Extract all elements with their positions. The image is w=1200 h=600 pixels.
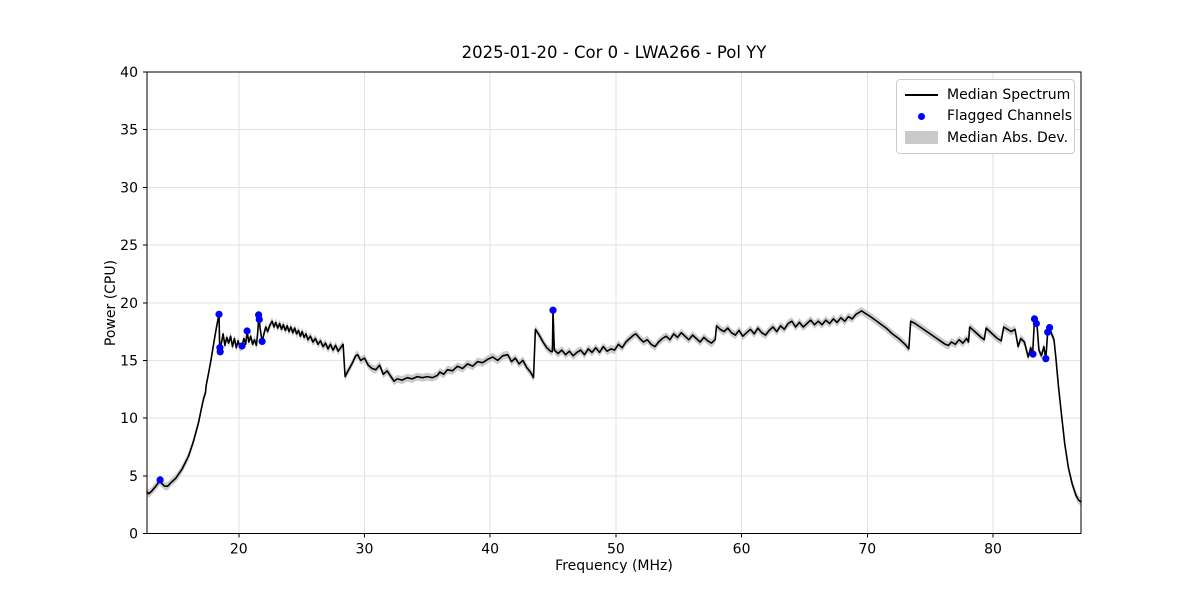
flagged-channel-dot — [243, 327, 251, 335]
x-tick-label: 30 — [356, 542, 374, 558]
flagged-channel-dot — [1029, 350, 1037, 358]
legend-patch-sample-icon — [905, 131, 938, 145]
flagged-channel-dot — [156, 476, 164, 484]
y-tick-label: 0 — [129, 527, 138, 543]
median-spectrum-line — [146, 309, 1082, 503]
x-tick-label: 60 — [733, 542, 751, 558]
flagged-channels — [156, 306, 1054, 484]
legend-label-median-spectrum: Median Spectrum — [947, 86, 1071, 103]
y-tick-label: 25 — [120, 238, 138, 254]
legend-line-sample-icon — [905, 93, 938, 96]
legend-row-median-abs-dev: Median Abs. Dev. — [905, 127, 1069, 149]
flagged-channel-dot — [258, 337, 266, 345]
y-tick-label: 35 — [120, 123, 138, 139]
x-tick-label: 80 — [984, 542, 1002, 558]
chart-title: 2025-01-20 - Cor 0 - LWA266 - Pol YY — [461, 43, 767, 62]
flagged-channel-dot — [255, 315, 263, 324]
tick-marks — [143, 71, 994, 538]
x-axis-label: Frequency (MHz) — [555, 558, 673, 574]
flagged-channel-dot — [1042, 355, 1050, 363]
legend-label-median-abs-dev: Median Abs. Dev. — [947, 129, 1069, 146]
flagged-channel-dot — [215, 310, 223, 318]
y-tick-label: 5 — [129, 469, 138, 485]
flagged-channel-dot — [238, 342, 246, 350]
x-tick-label: 20 — [230, 542, 248, 558]
axes-spines — [146, 71, 1082, 535]
flagged-channel-dot — [216, 348, 224, 356]
x-tick-label: 50 — [607, 542, 625, 558]
mad-band — [147, 306, 1081, 506]
tick-labels: 20 30 40 50 60 70 80 0 5 10 15 20 25 30 35 40 — [120, 65, 1002, 558]
y-tick-label: 10 — [120, 411, 138, 427]
x-tick-label: 40 — [481, 542, 499, 558]
y-tick-label: 20 — [120, 296, 138, 312]
y-tick-label: 40 — [120, 65, 138, 81]
legend-row-median-spectrum: Median Spectrum — [905, 84, 1070, 106]
legend-label-flagged-channels: Flagged Channels — [947, 108, 1073, 125]
legend-dot-sample-icon — [905, 112, 938, 120]
flagged-channel-dot — [549, 306, 557, 314]
flagged-channel-dot — [1046, 324, 1054, 332]
legend: Median Spectrum Flagged Channels Median … — [896, 79, 1075, 154]
y-tick-label: 15 — [120, 353, 138, 369]
legend-row-flagged-channels: Flagged Channels — [905, 106, 1072, 128]
flagged-channel-dot — [1032, 319, 1040, 328]
y-tick-label: 30 — [120, 180, 138, 196]
x-tick-label: 70 — [858, 542, 876, 558]
y-axis-label: Power (CPU) — [103, 259, 119, 347]
